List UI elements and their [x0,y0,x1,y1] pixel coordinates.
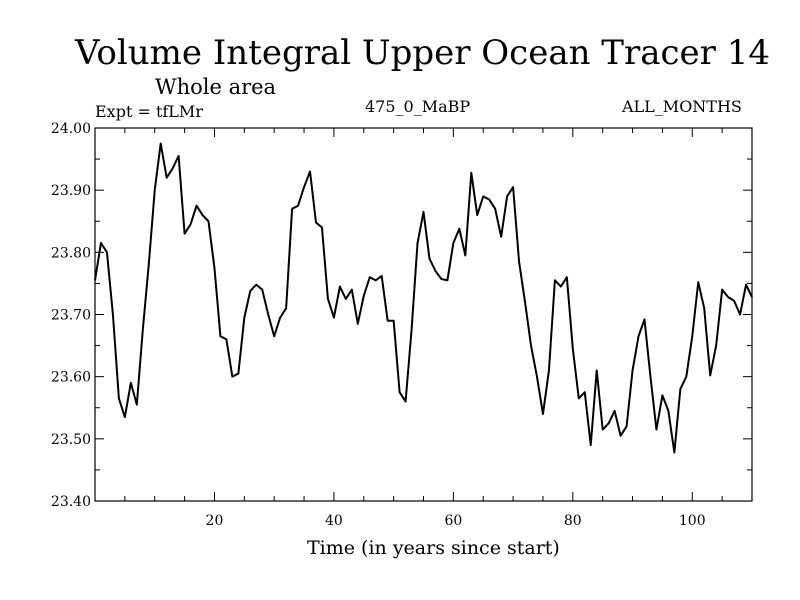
y-tick-label: 23.90 [51,183,91,199]
chart-title: Volume Integral Upper Ocean Tracer 14 [75,33,770,73]
y-tick-label: 23.80 [51,245,91,261]
series-group [94,142,753,454]
x-axis-label: Time (in years since start) [307,537,560,559]
plot-frame [94,127,753,502]
x-tick-label: 40 [325,513,343,529]
y-tick-label: 23.60 [51,370,91,386]
x-tick-labels: 20 40 60 80 100 [206,513,706,529]
x-tick-label: 20 [206,513,224,529]
series-line [94,142,753,454]
y-tick-label: 24.00 [51,121,91,137]
y-tick-labels: 23.40 23.50 23.60 23.70 23.80 23.90 24.00 [51,121,91,510]
x-tick-label: 100 [679,513,706,529]
experiment-label: Expt = tfLMr [95,102,203,121]
y-tick-label: 23.70 [51,308,91,324]
x-tick-label: 60 [444,513,462,529]
x-tick-label: 80 [564,513,582,529]
months-label: ALL_MONTHS [622,97,742,116]
y-tick-label: 23.40 [51,494,91,510]
y-tick-label: 23.50 [51,432,91,448]
chart-subtitle: Whole area [155,75,277,99]
period-label: 475_0_MaBP [365,97,471,116]
axis-ticks [95,127,752,502]
